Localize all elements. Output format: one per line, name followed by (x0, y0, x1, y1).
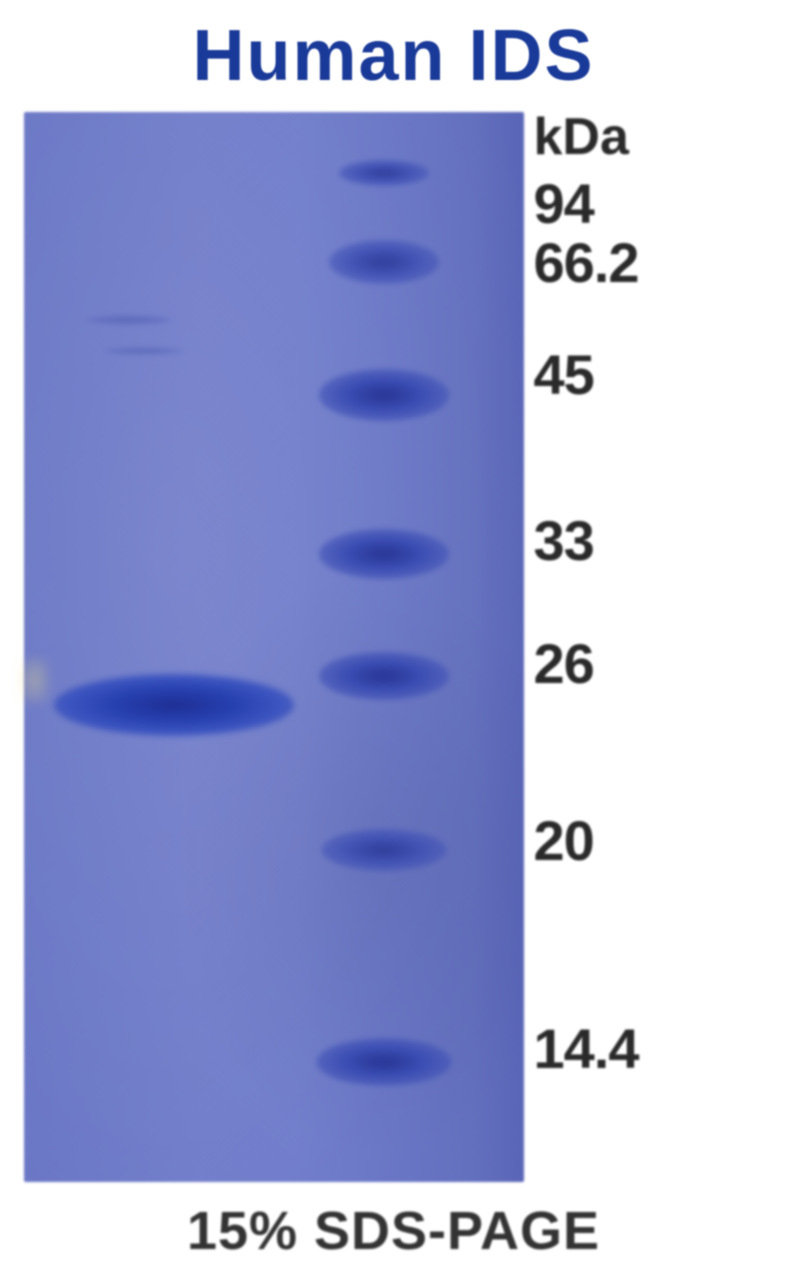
marker-band-2 (319, 369, 449, 421)
mw-label-14-4: 14.4 (534, 1016, 639, 1081)
marker-band-5 (321, 829, 446, 871)
mw-labels-column: kDa 9466.24533262014.4 (524, 112, 764, 1182)
unit-label: kDa (534, 107, 629, 167)
mw-label-20: 20 (534, 808, 594, 873)
artifact-yellow-0 (19, 658, 49, 703)
mw-label-33: 33 (534, 508, 594, 573)
sample-lane (24, 112, 324, 1182)
marker-band-4 (319, 652, 449, 700)
faint-mark-1 (104, 347, 184, 355)
mw-label-94: 94 (534, 171, 594, 236)
marker-band-0 (339, 160, 429, 186)
mw-label-45: 45 (534, 342, 594, 407)
marker-band-1 (329, 240, 439, 284)
marker-lane (324, 112, 524, 1182)
gel-lane-panel (24, 112, 524, 1182)
marker-band-3 (319, 529, 449, 579)
figure-container: Human IDS kDa 9466.2 45 33 26 20 14.4 15% SDS… (0, 0, 787, 1280)
figure-title: Human IDS (192, 15, 594, 97)
gel-footer-label: 15% SDS-PAGE (187, 1200, 600, 1262)
gel-area: kDa 9466.24533262014.4 (24, 112, 764, 1182)
mw-label-66-2: 66.2 (534, 230, 639, 295)
marker-band-6 (316, 1038, 451, 1086)
mw-label-26: 26 (534, 631, 594, 696)
sample-band-0 (54, 674, 294, 736)
faint-mark-0 (86, 315, 171, 325)
